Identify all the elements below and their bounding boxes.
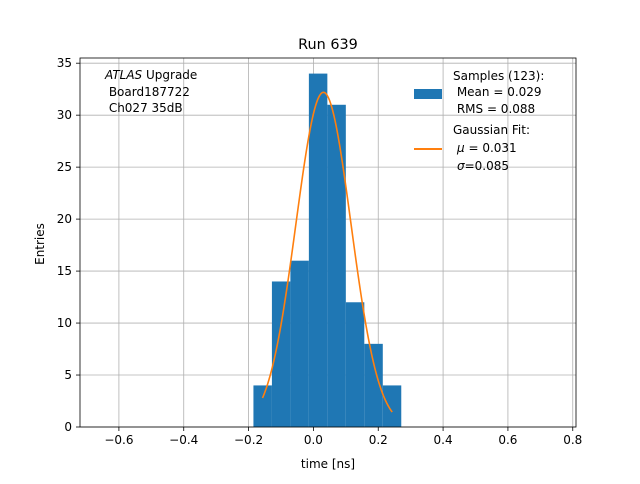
annotation-atlas: ATLAS	[104, 68, 143, 82]
legend-fit-sigma: σ=0.085	[457, 159, 509, 173]
legend-sigma-value: =0.085	[465, 159, 509, 173]
y-tick-label: 30	[57, 108, 72, 122]
y-axis-label: Entries	[33, 223, 47, 265]
gaussian-fit-curve	[261, 91, 393, 413]
y-tick-label: 15	[57, 264, 72, 278]
x-tick-label: 0.0	[304, 433, 323, 447]
histogram-bar	[253, 385, 272, 427]
y-tick-label: 10	[57, 316, 72, 330]
x-tick-label: −0.2	[234, 433, 263, 447]
legend-samples-rms: RMS = 0.088	[453, 102, 535, 116]
legend: Samples (123): Mean = 0.029 RMS = 0.088 …	[414, 69, 544, 173]
annotation-upgrade: Upgrade	[142, 68, 197, 82]
axes-frame	[79, 57, 577, 428]
plot-area: −0.6 −0.4 −0.2 0.0 0.2 0.4 0.6 0.8 0 5 10 15 20 25 30 3…	[57, 56, 583, 447]
chart-title: Run 639	[298, 37, 358, 53]
x-tick-label: −0.4	[169, 433, 198, 447]
legend-mu-symbol: μ	[456, 141, 465, 155]
histogram-bar	[271, 281, 291, 427]
x-tick-label: 0.4	[434, 433, 453, 447]
legend-fit-title: Gaussian Fit:	[453, 123, 530, 137]
x-tick-label: 0.8	[563, 433, 582, 447]
x-axis-label: time [ns]	[301, 457, 355, 471]
y-tick-label: 20	[57, 212, 72, 226]
y-tick-label: 5	[64, 368, 72, 382]
histogram-bar	[345, 302, 365, 427]
legend-samples-mean: Mean = 0.029	[453, 85, 542, 99]
y-tick-label: 0	[64, 420, 72, 434]
annotation-board: Board187722	[105, 85, 190, 99]
x-tick-label: 0.6	[498, 433, 517, 447]
histogram-bar	[382, 385, 402, 427]
legend-fit-mu: μ = 0.031	[456, 141, 517, 155]
legend-mu-value: = 0.031	[465, 141, 517, 155]
annotation-channel: Ch027 35dB	[105, 101, 183, 115]
legend-samples-title: Samples (123):	[453, 69, 544, 83]
y-tick-label: 35	[57, 56, 72, 70]
legend-samples-swatch	[414, 89, 442, 99]
histogram-bar	[327, 104, 346, 427]
x-tick-label: −0.6	[104, 433, 133, 447]
y-tick-label: 25	[57, 160, 72, 174]
histogram-bar	[290, 260, 309, 427]
histogram-bar	[364, 343, 383, 427]
annotation-line-1: ATLAS Upgrade	[104, 68, 197, 82]
histogram-bar	[308, 73, 328, 427]
legend-sigma-symbol: σ	[457, 159, 465, 173]
x-tick-label: 0.2	[369, 433, 388, 447]
atlas-annotation: ATLAS Upgrade Board187722 Ch027 35dB	[104, 68, 197, 115]
